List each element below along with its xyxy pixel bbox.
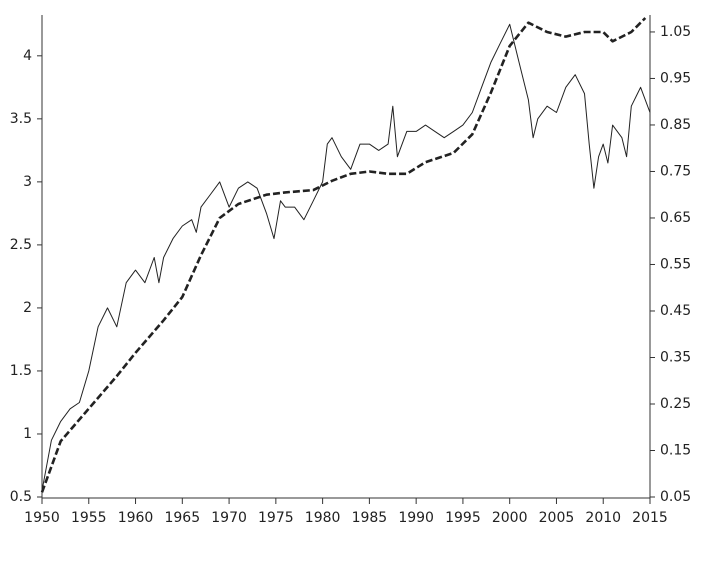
x-tick-label: 1990 <box>398 510 434 526</box>
x-tick-label: 1995 <box>445 510 481 526</box>
y-tick-label: 4 <box>23 48 32 64</box>
y2-tick-label: 0.15 <box>660 442 691 458</box>
y-tick-label: 3 <box>23 174 32 190</box>
y-tick-label: 1.5 <box>10 363 32 379</box>
y2-tick-label: 0.25 <box>660 396 691 412</box>
y2-tick-label: 0.95 <box>660 70 691 86</box>
y2-tick-label: 1.05 <box>660 24 691 40</box>
y2-tick-label: 0.55 <box>660 256 691 272</box>
y-tick-label: 2.5 <box>10 237 32 253</box>
y2-tick-label: 0.65 <box>660 210 691 226</box>
x-tick-label: 1975 <box>258 510 294 526</box>
y-tick-label: 2 <box>23 300 32 316</box>
x-tick-label: 2005 <box>539 510 575 526</box>
x-tick-label: 1960 <box>118 510 154 526</box>
dashed-line <box>40 17 647 493</box>
x-tick-label: 1970 <box>211 510 247 526</box>
y2-tick-label: 0.05 <box>660 489 691 505</box>
y2-tick-label: 0.45 <box>660 303 691 319</box>
y2-tick-label: 0.75 <box>660 163 691 179</box>
x-tick-label: 2010 <box>585 510 621 526</box>
x-tick-label: 2015 <box>632 510 668 526</box>
solid-line <box>41 23 651 491</box>
x-tick-label: 2000 <box>492 510 528 526</box>
y-tick-label: 3.5 <box>10 111 32 127</box>
x-tick-label: 1955 <box>71 510 107 526</box>
x-tick-label: 1965 <box>164 510 200 526</box>
y-tick-label: 1 <box>23 426 32 442</box>
y2-tick-label: 0.85 <box>660 117 691 133</box>
x-tick-label: 1985 <box>352 510 388 526</box>
y2-tick-label: 0.35 <box>660 349 691 365</box>
y-tick-label: 0.5 <box>10 489 32 505</box>
x-tick-label: 1980 <box>305 510 341 526</box>
x-tick-label: 1950 <box>24 510 60 526</box>
